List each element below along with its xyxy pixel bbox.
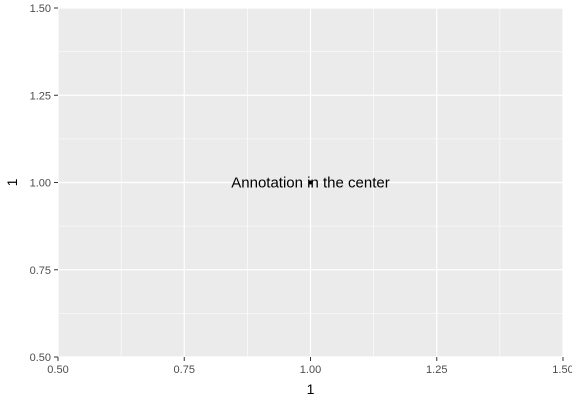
data-point (308, 180, 313, 185)
x-tick-label: 0.50 (47, 364, 68, 376)
annotations: Annotation in the center (231, 175, 389, 192)
y-tick-label: 1.50 (30, 3, 51, 15)
y-axis: 0.50 0.75 1.00 1.25 1.50 (30, 3, 58, 364)
x-tick-label: 1.00 (300, 364, 321, 376)
x-axis-title: 1 (307, 381, 315, 397)
y-tick-label: 0.50 (30, 352, 51, 364)
x-tick-label: 0.75 (174, 364, 195, 376)
y-tick-label: 1.25 (30, 90, 51, 102)
y-axis-title: 1 (4, 178, 20, 186)
x-axis: 0.50 0.75 1.00 1.25 1.50 (47, 357, 572, 376)
annotation-label: Annotation in the center (231, 175, 389, 192)
y-tick-label: 1.00 (30, 178, 51, 190)
data-points (308, 180, 313, 185)
y-tick-label: 0.75 (30, 265, 51, 277)
x-tick-label: 1.25 (426, 364, 447, 376)
x-tick-label: 1.50 (552, 364, 572, 376)
